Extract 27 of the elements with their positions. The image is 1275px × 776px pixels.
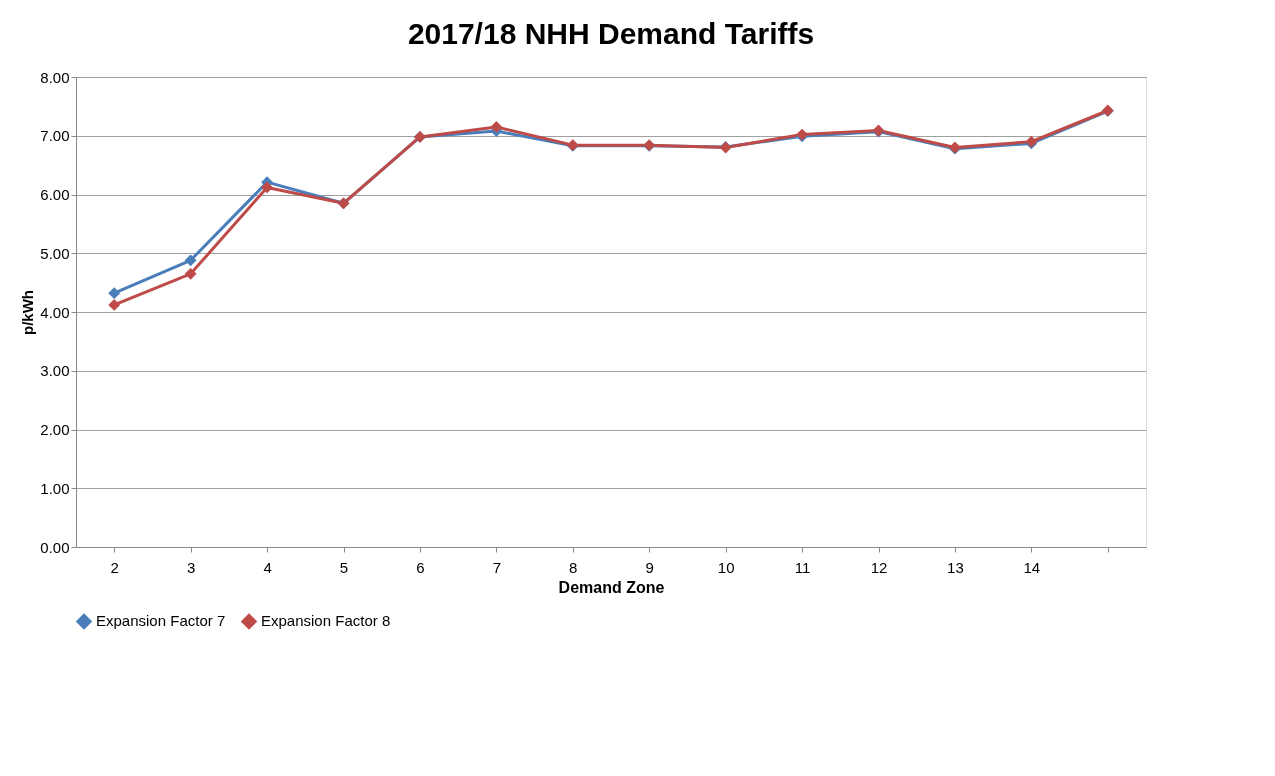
y-tick-label: 5.00 xyxy=(40,244,70,262)
y-tick-label: 2.00 xyxy=(40,421,70,438)
legend-label: Expansion Factor 7 xyxy=(96,612,226,630)
x-tick-label: 3 xyxy=(186,558,196,576)
x-tick-label: 8 xyxy=(569,558,578,576)
legend-label: Expansion Factor 8 xyxy=(261,612,391,630)
y-tick-label: 7.00 xyxy=(40,127,70,145)
x-tick-label: 12 xyxy=(870,558,888,576)
x-tick-label: 9 xyxy=(645,558,654,576)
x-axis-title: Demand Zone xyxy=(558,578,665,596)
x-tick-label: 7 xyxy=(492,558,502,576)
y-tick-label: 0.00 xyxy=(40,538,70,556)
x-tick-label: 6 xyxy=(416,558,425,576)
x-tick-label: 14 xyxy=(1023,558,1041,576)
x-tick-label: 13 xyxy=(947,558,964,576)
y-tick-label: 8.00 xyxy=(40,68,70,86)
y-tick-label: 4.00 xyxy=(40,303,70,321)
x-tick-label: 5 xyxy=(339,558,349,576)
y-tick-label: 6.00 xyxy=(40,186,70,203)
y-axis-title: p/kWh xyxy=(19,290,37,335)
y-tick-label: 1.00 xyxy=(40,479,70,497)
chart-title: 2017/18 NHH Demand Tariffs xyxy=(407,17,815,50)
x-tick-label: 2 xyxy=(110,558,119,576)
y-tick-label: 3.00 xyxy=(40,362,70,380)
x-tick-label: 11 xyxy=(794,558,811,576)
x-tick-label: 4 xyxy=(263,558,272,576)
x-tick-label: 10 xyxy=(717,558,735,576)
